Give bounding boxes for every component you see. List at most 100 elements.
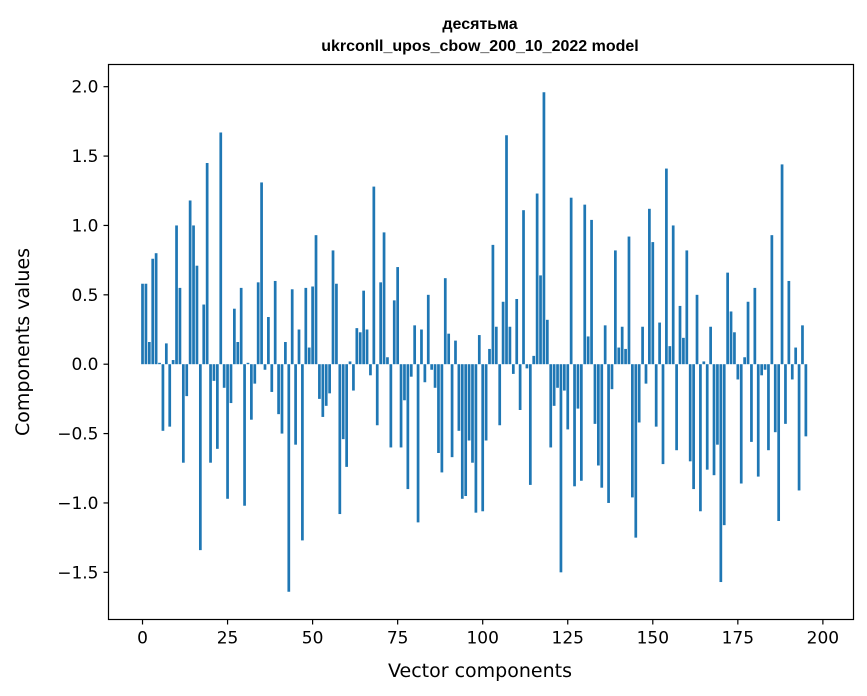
bar-170 xyxy=(719,364,723,583)
bar-127 xyxy=(573,364,576,487)
bar-128 xyxy=(576,364,580,409)
bar-46 xyxy=(297,329,301,365)
chart-title-line1: десятьма xyxy=(442,16,517,33)
bar-1 xyxy=(144,283,148,365)
bar-115 xyxy=(532,355,536,365)
bar-93 xyxy=(457,364,461,431)
bar-8 xyxy=(168,364,172,427)
bar-147 xyxy=(641,326,644,365)
bar-74 xyxy=(392,300,396,365)
bar-100 xyxy=(481,364,485,512)
bar-71 xyxy=(382,232,386,365)
bar-89 xyxy=(443,278,447,365)
bar-124 xyxy=(562,364,566,391)
bar-58 xyxy=(338,364,342,515)
bar-171 xyxy=(722,364,726,526)
bar-68 xyxy=(372,186,376,365)
bar-142 xyxy=(624,348,627,365)
bar-188 xyxy=(780,164,784,365)
bar-66 xyxy=(365,329,369,365)
bar-143 xyxy=(627,236,631,365)
bar-135 xyxy=(600,364,604,488)
bar-172 xyxy=(726,272,729,365)
y-tick-label: 1.5 xyxy=(71,147,98,167)
bar-152 xyxy=(658,322,661,365)
y-tick-label: −1.5 xyxy=(57,563,98,583)
bar-80 xyxy=(413,325,417,365)
bar-154 xyxy=(665,168,668,365)
x-axis-ticks: 0 25 50 75 100 125 150 175 200 xyxy=(137,619,839,649)
bars-group xyxy=(141,92,808,592)
bar-47 xyxy=(301,364,304,541)
bar-78 xyxy=(406,364,410,490)
bar-180 xyxy=(753,287,757,365)
bar-53 xyxy=(321,364,325,417)
bar-39 xyxy=(273,280,277,365)
bar-110 xyxy=(515,298,519,365)
y-tick-label: 0.5 xyxy=(71,286,98,306)
bar-99 xyxy=(477,335,481,365)
bar-23 xyxy=(219,132,223,365)
chart-title-line2: ukrconll_upos_cbow_200_10_2022 model xyxy=(321,38,638,55)
bar-83 xyxy=(423,364,427,383)
bar-155 xyxy=(668,346,672,365)
x-tick-label: 0 xyxy=(137,629,148,649)
bar-102 xyxy=(488,348,491,365)
x-axis-label: Vector components xyxy=(388,660,572,682)
bar-54 xyxy=(324,364,328,406)
bar-193 xyxy=(797,364,801,491)
bar-125 xyxy=(566,364,570,430)
bar-109 xyxy=(511,364,515,374)
bar-18 xyxy=(202,304,206,365)
bar-132 xyxy=(590,219,593,365)
bar-22 xyxy=(216,364,219,449)
bar-103 xyxy=(491,244,495,365)
bar-148 xyxy=(644,364,648,384)
bar-105 xyxy=(498,364,502,426)
bar-21 xyxy=(212,364,216,381)
bar-166 xyxy=(705,364,709,470)
bar-67 xyxy=(369,364,372,376)
bar-184 xyxy=(767,364,770,451)
bar-63 xyxy=(355,328,359,365)
bar-34 xyxy=(256,282,260,365)
bar-60 xyxy=(345,364,348,467)
bar-160 xyxy=(685,250,689,365)
bar-174 xyxy=(733,332,736,365)
bar-120 xyxy=(549,364,553,448)
bar-185 xyxy=(770,235,774,365)
bar-173 xyxy=(729,311,733,365)
bar-130 xyxy=(583,204,587,365)
bar-195 xyxy=(804,364,808,437)
y-axis-ticks: −1.5 −1.0 −0.5 0.0 0.5 1.0 1.5 2.0 xyxy=(57,78,109,583)
bar-119 xyxy=(545,319,549,365)
y-tick-label: 2.0 xyxy=(71,78,98,98)
bar-114 xyxy=(528,364,532,485)
bar-43 xyxy=(287,364,291,592)
bar-168 xyxy=(712,364,716,476)
bar-177 xyxy=(743,357,746,365)
bar-112 xyxy=(522,210,525,365)
bar-159 xyxy=(682,337,685,365)
x-tick-label: 200 xyxy=(807,629,839,649)
bar-131 xyxy=(586,336,590,365)
bar-32 xyxy=(250,364,253,420)
bar-161 xyxy=(688,364,692,462)
bar-163 xyxy=(695,294,699,365)
bar-56 xyxy=(331,250,335,365)
plot-frame xyxy=(107,63,855,621)
bar-11 xyxy=(178,287,182,365)
bar-25 xyxy=(226,364,229,499)
bar-2 xyxy=(147,342,151,365)
bar-24 xyxy=(222,364,226,388)
bar-3 xyxy=(151,258,155,365)
bar-85 xyxy=(430,364,434,370)
bar-192 xyxy=(794,347,798,365)
bar-30 xyxy=(243,364,246,506)
bar-191 xyxy=(790,364,794,380)
bar-157 xyxy=(675,364,678,451)
bar-27 xyxy=(233,308,236,365)
bar-38 xyxy=(270,364,274,392)
y-tick-label: −1.0 xyxy=(57,494,98,514)
